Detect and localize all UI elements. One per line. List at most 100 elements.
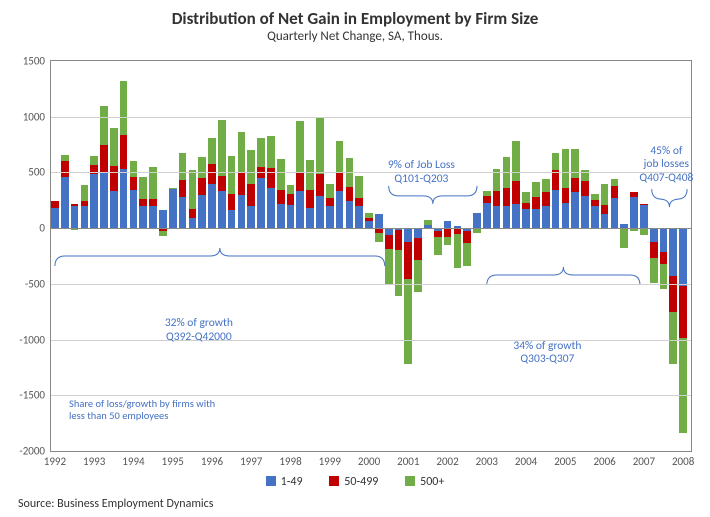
bars-layer bbox=[51, 61, 691, 451]
bar bbox=[601, 61, 609, 451]
legend-label: 500+ bbox=[420, 475, 444, 489]
bar bbox=[473, 61, 481, 451]
bar bbox=[238, 61, 246, 451]
x-tick: 1998 bbox=[279, 451, 301, 468]
bar bbox=[434, 61, 442, 451]
chart-root: Distribution of Net Gain in Employment b… bbox=[0, 0, 710, 517]
y-tick: -1000 bbox=[19, 333, 51, 346]
bar bbox=[424, 61, 432, 451]
bar bbox=[591, 61, 599, 451]
bar bbox=[581, 61, 589, 451]
bar bbox=[218, 61, 226, 451]
chart-title: Distribution of Net Gain in Employment b… bbox=[0, 0, 710, 29]
annotation: 9% of Job LossQ101-Q203 bbox=[388, 159, 455, 187]
x-tick: 2002 bbox=[436, 451, 458, 468]
bar bbox=[532, 61, 540, 451]
y-tick: 1500 bbox=[23, 55, 51, 68]
bar bbox=[61, 61, 69, 451]
bar bbox=[267, 61, 275, 451]
bar bbox=[139, 61, 147, 451]
bar bbox=[444, 61, 452, 451]
bar bbox=[149, 61, 157, 451]
bar bbox=[375, 61, 383, 451]
bar bbox=[159, 61, 167, 451]
bar bbox=[365, 61, 373, 451]
x-tick: 1999 bbox=[319, 451, 341, 468]
annotation: 34% of growthQ303-Q307 bbox=[513, 340, 581, 368]
bar bbox=[346, 61, 354, 451]
annotation: 32% of growthQ392-Q42000 bbox=[165, 317, 233, 345]
bar bbox=[110, 61, 118, 451]
y-tick: 1000 bbox=[23, 110, 51, 123]
legend-item: 1-49 bbox=[266, 475, 303, 489]
x-tick: 1994 bbox=[122, 451, 144, 468]
bar bbox=[90, 61, 98, 451]
bar bbox=[120, 61, 128, 451]
bar bbox=[650, 61, 658, 451]
plot-area: -2000-1500-1000-500050010001500199219931… bbox=[50, 60, 692, 452]
y-tick: 0 bbox=[39, 222, 51, 235]
y-tick: -1500 bbox=[19, 389, 51, 402]
bar bbox=[493, 61, 501, 451]
x-tick: 1992 bbox=[44, 451, 66, 468]
bar bbox=[100, 61, 108, 451]
bar bbox=[483, 61, 491, 451]
bar bbox=[669, 61, 677, 451]
annotation-note: Share of loss/growth by firms withless t… bbox=[69, 398, 215, 423]
legend-item: 50-499 bbox=[329, 475, 378, 489]
bar bbox=[620, 61, 628, 451]
bar bbox=[571, 61, 579, 451]
bar bbox=[562, 61, 570, 451]
x-tick: 1995 bbox=[162, 451, 184, 468]
bar bbox=[640, 61, 648, 451]
x-tick: 2007 bbox=[633, 451, 655, 468]
bar bbox=[71, 61, 79, 451]
source-text: Source: Business Employment Dynamics bbox=[18, 497, 213, 511]
bar bbox=[208, 61, 216, 451]
bar bbox=[414, 61, 422, 451]
bar bbox=[385, 61, 393, 451]
x-tick: 2000 bbox=[358, 451, 380, 468]
bar bbox=[542, 61, 550, 451]
bar bbox=[169, 61, 177, 451]
x-tick: 1996 bbox=[201, 451, 223, 468]
legend-label: 50-499 bbox=[344, 475, 378, 489]
bar bbox=[512, 61, 520, 451]
bar bbox=[81, 61, 89, 451]
bar bbox=[355, 61, 363, 451]
chart-subtitle: Quarterly Net Change, SA, Thous. bbox=[0, 29, 710, 44]
x-tick: 2003 bbox=[476, 451, 498, 468]
bar bbox=[522, 61, 530, 451]
x-tick: 2008 bbox=[672, 451, 694, 468]
bar bbox=[336, 61, 344, 451]
bar bbox=[503, 61, 511, 451]
bar bbox=[247, 61, 255, 451]
x-tick: 2006 bbox=[593, 451, 615, 468]
bar bbox=[179, 61, 187, 451]
bar bbox=[189, 61, 197, 451]
x-tick: 1993 bbox=[83, 451, 105, 468]
bar bbox=[630, 61, 638, 451]
x-tick: 2005 bbox=[554, 451, 576, 468]
legend-label: 1-49 bbox=[281, 475, 303, 489]
y-tick: -500 bbox=[25, 277, 51, 290]
bar bbox=[287, 61, 295, 451]
bar bbox=[228, 61, 236, 451]
bar bbox=[552, 61, 560, 451]
x-tick: 2004 bbox=[515, 451, 537, 468]
bar bbox=[51, 61, 59, 451]
bar bbox=[463, 61, 471, 451]
x-tick: 2001 bbox=[397, 451, 419, 468]
bar bbox=[296, 61, 304, 451]
bar bbox=[679, 61, 687, 451]
bar bbox=[257, 61, 265, 451]
annotation: 45% ofjob lossesQ407-Q408 bbox=[639, 145, 693, 186]
y-tick: 500 bbox=[28, 166, 51, 179]
bar bbox=[454, 61, 462, 451]
legend-item: 500+ bbox=[405, 475, 444, 489]
bar bbox=[306, 61, 314, 451]
bar bbox=[404, 61, 412, 451]
bar bbox=[660, 61, 668, 451]
bar bbox=[611, 61, 619, 451]
legend: 1-49 50-499 500+ bbox=[0, 475, 710, 489]
